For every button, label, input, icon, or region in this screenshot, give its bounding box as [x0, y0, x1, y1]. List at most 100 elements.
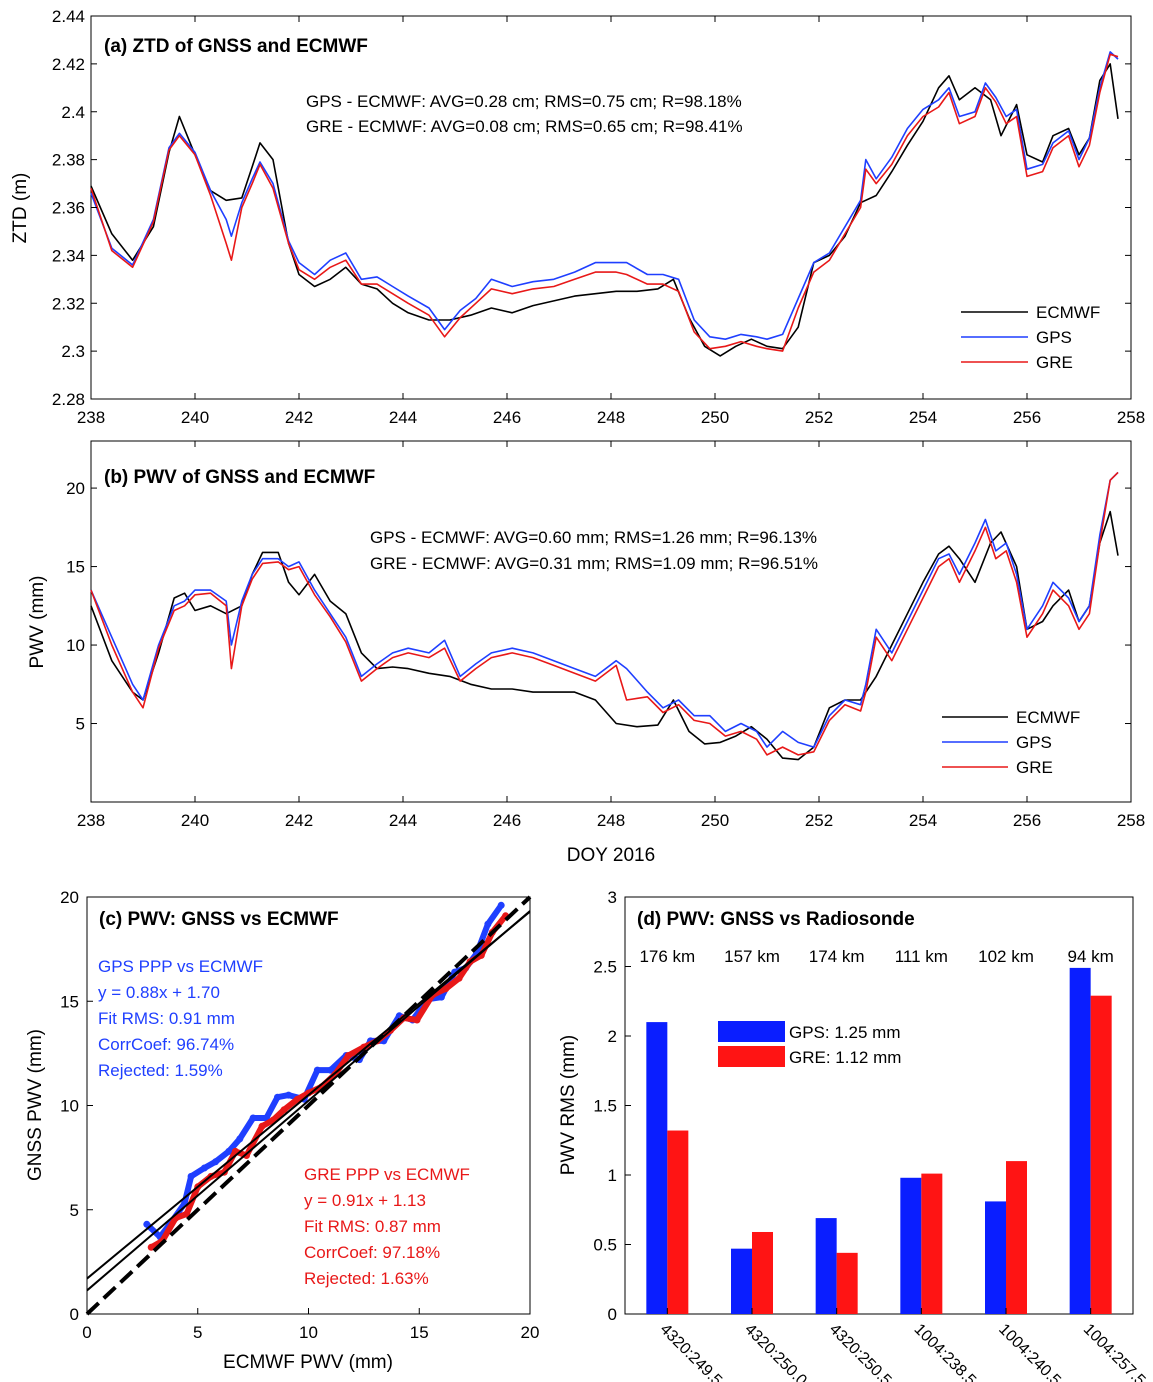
b-xtick-label: 242 — [285, 811, 313, 830]
b-xtick-label: 238 — [77, 811, 105, 830]
panel-c-x-ticks: 0 5 10 15 20 — [82, 1308, 539, 1342]
panel-b-annotation-gps: GPS - ECMWF: AVG=0.60 mm; RMS=1.26 mm; R… — [370, 528, 817, 547]
panel-b-legend-gps: GPS — [1016, 733, 1052, 752]
c-point-gre — [344, 1052, 352, 1059]
panel-c-gps-fit: y = 0.88x + 1.70 — [98, 983, 220, 1002]
c-point-gps — [143, 1220, 151, 1228]
c-point-gps — [313, 1066, 321, 1074]
a-xtick-label: 254 — [909, 408, 937, 427]
d-ytick-label: 1 — [608, 1166, 617, 1185]
a-xtick-label: 242 — [285, 408, 313, 427]
a-xtick-label: 240 — [181, 408, 209, 427]
panel-d-y-axis-label: PWV RMS (mm) — [558, 1035, 579, 1175]
panel-b-pwv: 5 10 15 20 238 240 242 244 246 248 250 252 254 256 25… — [27, 440, 1145, 866]
d-ytick-label: 0.5 — [593, 1236, 617, 1255]
panel-a-y-ticks: 2.28 2.3 2.32 2.34 2.36 2.38 2.4 2.42 2.44 — [52, 7, 1131, 409]
panel-d-distance-labels: 176 km 157 km 174 km 111 km 102 km 94 km — [639, 947, 1113, 966]
c-point-gps — [497, 901, 505, 909]
panel-c-y-axis-label: GNSS PWV (mm) — [25, 1029, 46, 1181]
b-xtick-label: 254 — [909, 811, 937, 830]
c-line-gps-fit — [86, 910, 531, 1280]
d-distance-label: 157 km — [724, 947, 780, 966]
d-xtick-label: 4320:250.0 — [741, 1321, 810, 1382]
panel-c-gre-rejected: Rejected: 1.63% — [304, 1269, 429, 1288]
a-ytick-label: 2.42 — [52, 55, 85, 74]
c-point-gps — [187, 1172, 195, 1180]
c-xtick-label: 15 — [410, 1323, 429, 1342]
panel-c-gps-label: GPS PPP vs ECMWF — [98, 957, 263, 976]
panel-d-legend: GPS: 1.25 mm GRE: 1.12 mm — [718, 1021, 901, 1067]
d-xtick-label: 1004:240.5 — [995, 1321, 1064, 1382]
panel-a-y-axis-label: ZTD (m) — [10, 173, 31, 244]
panel-c-scatter-series — [143, 901, 510, 1251]
d-xtick-label: 4320:249.5 — [657, 1321, 726, 1382]
a-xtick-label: 244 — [389, 408, 417, 427]
d-bar-gps — [646, 1022, 668, 1314]
c-xtick-label: 10 — [299, 1323, 318, 1342]
panel-c-title: (c) PWV: GNSS vs ECMWF — [99, 909, 339, 930]
panel-a-legend-gre: GRE — [1036, 353, 1073, 372]
panel-a-x-ticks: 238 240 242 244 246 248 250 252 254 256 258 — [77, 16, 1145, 427]
c-point-gre — [442, 985, 450, 993]
panel-a-frame — [90, 15, 1132, 400]
panel-b-title: (b) PWV of GNSS and ECMWF — [104, 467, 375, 488]
d-distance-label: 176 km — [639, 947, 695, 966]
b-ytick-label: 10 — [66, 636, 85, 655]
d-distance-label: 102 km — [978, 947, 1034, 966]
panel-b-legend-ecmwf: ECMWF — [1016, 708, 1080, 727]
c-point-gps — [212, 1158, 219, 1166]
d-bar-gps — [815, 1218, 837, 1314]
b-xtick-label: 252 — [805, 811, 833, 830]
panel-c-gre-corr: CorrCoef: 97.18% — [304, 1243, 440, 1262]
panel-c-gre-label: GRE PPP vs ECMWF — [304, 1165, 470, 1184]
c-point-gps — [249, 1114, 257, 1122]
d-distance-label: 174 km — [809, 947, 865, 966]
panel-b-frame — [90, 440, 1132, 803]
a-ytick-label: 2.44 — [52, 7, 85, 26]
a-xtick-label: 248 — [597, 408, 625, 427]
c-xtick-label: 0 — [82, 1323, 91, 1342]
d-bar-gre — [921, 1173, 943, 1314]
a-line-ecmwf — [90, 63, 1119, 357]
d-distance-label: 111 km — [895, 947, 948, 966]
c-ytick-label: 10 — [60, 1097, 79, 1116]
d-xtick-label: 1004:238.5 — [911, 1321, 980, 1382]
d-bar-gre — [752, 1231, 773, 1314]
panel-a-title: (a) ZTD of GNSS and ECMWF — [104, 36, 368, 57]
c-point-gps — [200, 1164, 208, 1172]
a-ytick-label: 2.38 — [52, 151, 85, 170]
c-line-one-to-one — [85, 895, 532, 1316]
d-ytick-label: 3 — [608, 888, 617, 907]
b-xtick-label: 256 — [1013, 811, 1041, 830]
b-ytick-label: 15 — [66, 558, 85, 577]
a-xtick-label: 256 — [1013, 408, 1041, 427]
panel-d-bar-series — [646, 967, 1112, 1314]
d-bar-gps — [900, 1177, 922, 1314]
b-xtick-label: 244 — [389, 811, 417, 830]
d-ytick-label: 2 — [608, 1027, 617, 1046]
panel-a-series-lines — [90, 51, 1119, 357]
d-bar-gre — [1090, 995, 1112, 1314]
panel-b-series-lines — [90, 471, 1119, 761]
panel-c-gre-annotation: GRE PPP vs ECMWF y = 0.91x + 1.13 Fit RM… — [304, 1165, 470, 1288]
panel-a-annotation-gre: GRE - ECMWF: AVG=0.08 cm; RMS=0.65 cm; R… — [306, 117, 743, 136]
c-ytick-label: 15 — [60, 992, 79, 1011]
d-bar-gps — [985, 1201, 1006, 1314]
d-bar-gps — [1069, 967, 1091, 1314]
c-point-gps — [285, 1091, 293, 1099]
a-xtick-label: 258 — [1117, 408, 1145, 427]
c-point-gre — [147, 1243, 155, 1251]
d-ytick-label: 1.5 — [593, 1097, 617, 1116]
panel-c-scatter: 0 5 10 15 20 0 5 10 15 20 (c) PWV: GNSS vs ECMWF… — [25, 888, 539, 1373]
c-point-gre — [183, 1210, 191, 1218]
b-xtick-label: 246 — [493, 811, 521, 830]
panel-b-legend-gre: GRE — [1016, 758, 1053, 777]
panel-c-gps-rms: Fit RMS: 0.91 mm — [98, 1009, 235, 1028]
d-bar-gre — [1006, 1161, 1027, 1314]
b-xtick-label: 250 — [701, 811, 729, 830]
c-ytick-label: 20 — [60, 888, 79, 907]
panel-b-legend: ECMWF GPS GRE — [942, 708, 1080, 777]
a-line-gre — [90, 53, 1119, 352]
c-line-gre-fit — [86, 910, 531, 1292]
